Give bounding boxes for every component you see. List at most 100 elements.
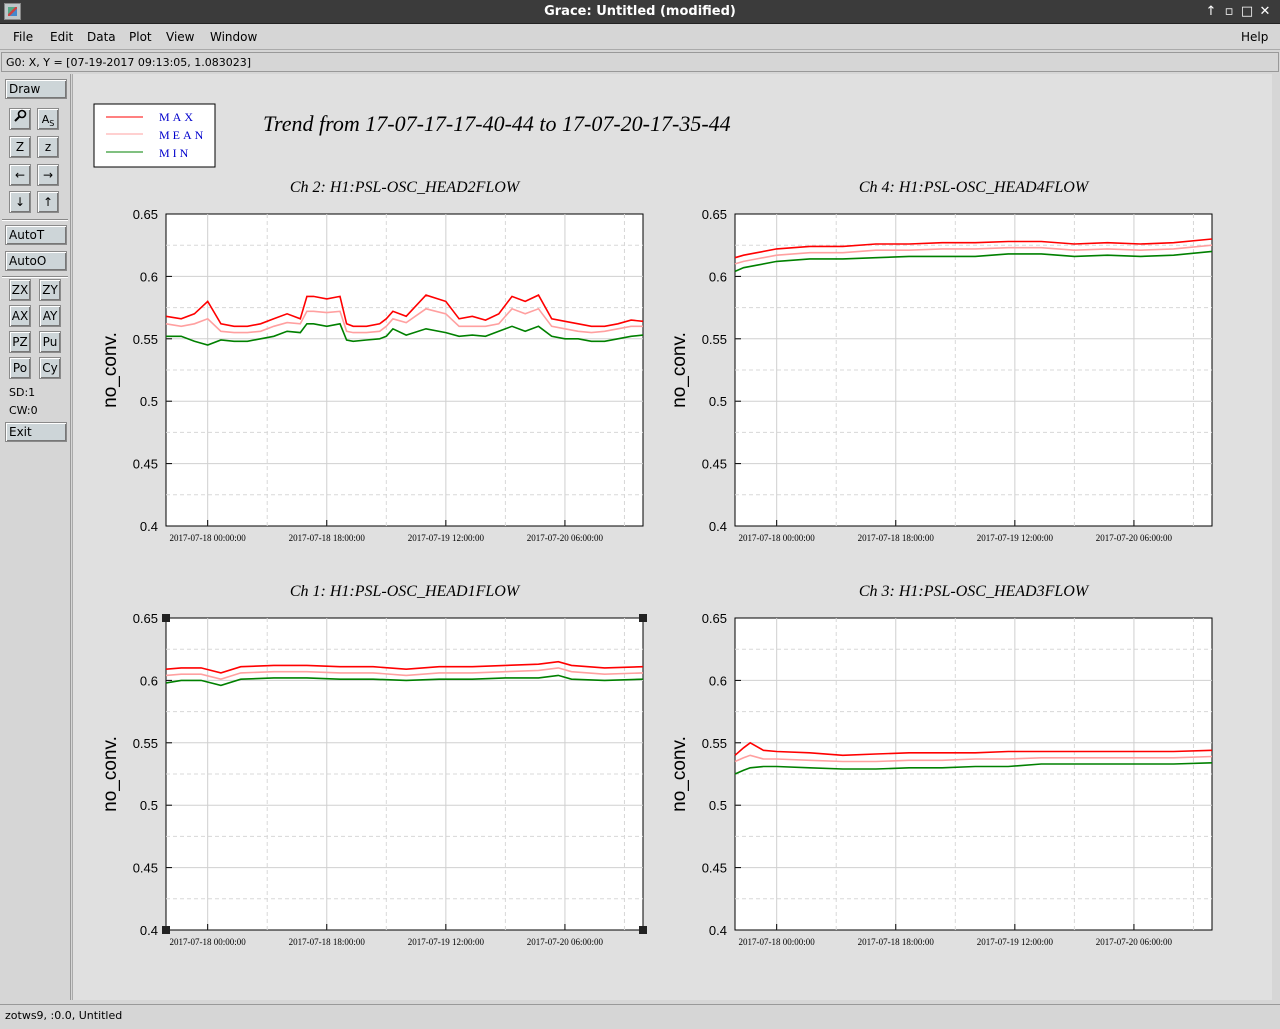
y-tick-label: 0.45 — [133, 457, 158, 472]
exit-button[interactable]: Exit — [5, 422, 67, 442]
y-tick-label: 0.55 — [133, 736, 158, 751]
pu-button[interactable]: Pu — [39, 331, 61, 353]
x-tick-label: 2017-07-18 00:00:00 — [170, 533, 247, 543]
legend-box — [93, 103, 216, 168]
x-tick-label: 2017-07-18 00:00:00 — [739, 533, 816, 543]
plot-title: Ch 2: H1:PSL-OSC_HEAD2FLOW — [290, 179, 521, 196]
series-line-max — [165, 294, 644, 328]
legend-label-min: MIN — [159, 146, 191, 160]
app-icon[interactable] — [4, 3, 21, 20]
selection-handle[interactable] — [162, 926, 170, 934]
y-tick-label: 0.65 — [133, 611, 158, 626]
y-tick-label: 0.45 — [702, 861, 727, 876]
x-tick-label: 2017-07-19 12:00:00 — [977, 937, 1054, 947]
y-tick-label: 0.65 — [702, 611, 727, 626]
po-button[interactable]: Po — [9, 357, 31, 379]
x-tick-label: 2017-07-18 18:00:00 — [289, 937, 366, 947]
y-tick-label: 0.6 — [140, 269, 158, 284]
ax-button[interactable]: AX — [9, 305, 31, 327]
y-tick-label: 0.5 — [709, 394, 727, 409]
draw-button[interactable]: Draw — [5, 79, 67, 99]
ay-button[interactable]: AY — [39, 305, 61, 327]
zoom-in-icon[interactable]: Z — [9, 136, 31, 158]
menu-plot[interactable]: Plot — [129, 30, 152, 44]
y-tick-label: 0.5 — [140, 394, 158, 409]
y-tick-label: 0.45 — [133, 861, 158, 876]
y-axis-label: no_conv. — [669, 736, 690, 812]
y-tick-label: 0.55 — [702, 332, 727, 347]
plot-panel-3[interactable]: 0.4 0.45 0.5 0.55 0.6 0.65 2017-07-18 00:00:00… — [100, 583, 647, 947]
plot-title: Ch 3: H1:PSL-OSC_HEAD3FLOW — [859, 583, 1090, 600]
plot-panel-4[interactable]: 0.4 0.45 0.5 0.55 0.6 0.65 2017-07-18 00:00:00… — [669, 583, 1213, 947]
arrow-right-icon[interactable]: → — [37, 164, 59, 186]
menu-data[interactable]: Data — [87, 30, 116, 44]
menu-window[interactable]: Window — [210, 30, 258, 44]
vertical-scrollbar[interactable] — [1272, 74, 1280, 1000]
graph-canvas[interactable]: MAX MEAN MIN Trend from 17-07-17-17-40-4… — [73, 74, 1273, 1000]
zy-button[interactable]: ZY — [39, 279, 61, 301]
zoom-out-icon[interactable]: z — [37, 136, 59, 158]
menubar: File Edit Data Plot View Window Help — [0, 24, 1280, 50]
y-tick-label: 0.6 — [140, 673, 158, 688]
selection-handle[interactable] — [639, 614, 647, 622]
arrow-up-icon[interactable]: ↑ — [37, 191, 59, 213]
locator-readout: G0: X, Y = [07-19-2017 09:13:05, 1.08302… — [1, 52, 1279, 72]
x-tick-label: 2017-07-19 12:00:00 — [408, 937, 485, 947]
y-tick-label: 0.4 — [140, 519, 158, 534]
series-line-min — [734, 762, 1213, 775]
y-tick-label: 0.4 — [140, 923, 158, 938]
legend-label-mean: MEAN — [159, 128, 206, 142]
x-tick-label: 2017-07-18 00:00:00 — [170, 937, 247, 947]
y-axis-label: no_conv. — [100, 332, 121, 408]
series-line-max — [734, 741, 1213, 757]
series-line-min — [734, 250, 1213, 273]
autot-button[interactable]: AutoT — [5, 225, 67, 245]
x-tick-label: 2017-07-20 06:00:00 — [527, 533, 604, 543]
text-icon[interactable]: AS — [37, 108, 59, 130]
window-titlebar[interactable]: Grace: Untitled (modified) ↑ ▫ □ ✕ — [0, 0, 1280, 24]
series-line-min — [166, 322, 644, 346]
zx-button[interactable]: ZX — [9, 279, 31, 301]
cw-status: CW:0 — [9, 404, 38, 417]
pz-button[interactable]: PZ — [9, 331, 31, 353]
plot-panel-2[interactable]: 0.4 0.45 0.5 0.55 0.6 0.65 2017-07-18 00:00:00… — [669, 179, 1213, 543]
zoom-icon[interactable] — [9, 108, 31, 130]
selection-handle[interactable] — [162, 614, 170, 622]
series-line-mean — [734, 244, 1213, 265]
graph-canvas-area[interactable]: MAX MEAN MIN Trend from 17-07-17-17-40-4… — [72, 74, 1280, 1000]
separator — [2, 219, 68, 221]
x-tick-label: 2017-07-18 18:00:00 — [858, 937, 935, 947]
menu-file[interactable]: File — [13, 30, 34, 44]
minimize-icon[interactable]: ▫ — [1224, 4, 1234, 19]
autoo-button[interactable]: AutoO — [5, 251, 67, 271]
x-tick-label: 2017-07-18 18:00:00 — [858, 533, 935, 543]
menu-view[interactable]: View — [166, 30, 195, 44]
cy-button[interactable]: Cy — [39, 357, 61, 379]
sd-status: SD:1 — [9, 386, 36, 399]
y-tick-label: 0.6 — [709, 673, 727, 688]
main-title: Trend from 17-07-17-17-40-44 to 17-07-20… — [263, 111, 731, 136]
menu-edit[interactable]: Edit — [50, 30, 74, 44]
maximize-icon[interactable]: □ — [1240, 4, 1254, 19]
y-tick-label: 0.4 — [709, 519, 727, 534]
menu-help[interactable]: Help — [1241, 30, 1269, 44]
y-tick-label: 0.55 — [702, 736, 727, 751]
x-tick-label: 2017-07-18 18:00:00 — [289, 533, 366, 543]
x-tick-label: 2017-07-20 06:00:00 — [1096, 533, 1173, 543]
y-tick-label: 0.55 — [133, 332, 158, 347]
series-line-mean — [165, 307, 643, 334]
plot-panel-1[interactable]: 0.4 0.45 0.5 0.55 0.6 0.65 2017-07-18 00:00:00… — [100, 179, 644, 543]
series-line-mean — [165, 667, 644, 681]
x-tick-label: 2017-07-20 06:00:00 — [527, 937, 604, 947]
selection-handle[interactable] — [639, 926, 647, 934]
raise-icon[interactable]: ↑ — [1205, 4, 1217, 19]
arrow-down-icon[interactable]: ↓ — [9, 191, 31, 213]
y-tick-label: 0.5 — [709, 798, 727, 813]
close-icon[interactable]: ✕ — [1259, 4, 1271, 19]
y-axis-label: no_conv. — [100, 736, 121, 812]
y-tick-label: 0.65 — [702, 207, 727, 222]
legend[interactable]: MAX MEAN MIN — [93, 103, 216, 168]
arrow-left-icon[interactable]: ← — [9, 164, 31, 186]
y-tick-label: 0.6 — [709, 269, 727, 284]
plot-title: Ch 4: H1:PSL-OSC_HEAD4FLOW — [859, 179, 1090, 196]
